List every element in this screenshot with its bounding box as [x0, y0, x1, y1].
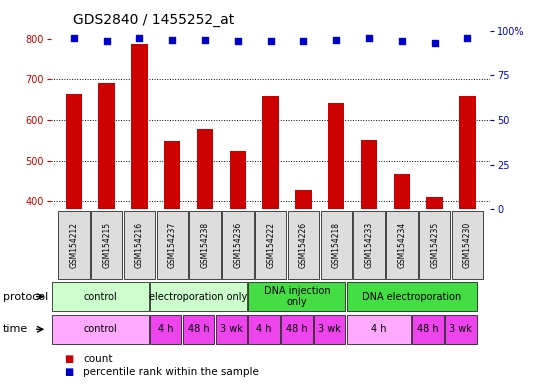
Text: GSM154218: GSM154218	[332, 222, 341, 268]
Point	[168, 36, 176, 43]
Text: 3 wk: 3 wk	[220, 324, 243, 334]
FancyBboxPatch shape	[314, 314, 346, 344]
Bar	[295, 190, 311, 209]
Text: 48 h: 48 h	[188, 324, 210, 334]
FancyBboxPatch shape	[248, 314, 280, 344]
Text: DNA electroporation: DNA electroporation	[362, 291, 461, 302]
Point	[266, 38, 275, 45]
FancyBboxPatch shape	[412, 314, 444, 344]
FancyBboxPatch shape	[445, 314, 477, 344]
FancyBboxPatch shape	[452, 211, 483, 279]
Bar	[230, 151, 246, 209]
Point	[398, 38, 406, 45]
Point	[299, 38, 308, 45]
Text: percentile rank within the sample: percentile rank within the sample	[83, 367, 259, 377]
FancyBboxPatch shape	[51, 282, 148, 311]
Text: GSM154222: GSM154222	[266, 222, 275, 268]
Bar	[328, 103, 345, 209]
Text: 48 h: 48 h	[418, 324, 439, 334]
Text: GSM154236: GSM154236	[233, 222, 242, 268]
Text: electroporation only: electroporation only	[150, 291, 248, 302]
FancyBboxPatch shape	[386, 211, 418, 279]
Text: 4 h: 4 h	[158, 324, 174, 334]
FancyBboxPatch shape	[183, 314, 214, 344]
Point	[201, 36, 210, 43]
Bar	[263, 96, 279, 209]
FancyBboxPatch shape	[347, 282, 477, 311]
Text: ■: ■	[64, 354, 73, 364]
Point	[70, 35, 78, 41]
Text: control: control	[83, 324, 117, 334]
Bar	[66, 94, 82, 209]
Point	[463, 35, 472, 41]
Text: GSM154238: GSM154238	[200, 222, 210, 268]
Text: GSM154226: GSM154226	[299, 222, 308, 268]
Text: GSM154230: GSM154230	[463, 222, 472, 268]
Text: GDS2840 / 1455252_at: GDS2840 / 1455252_at	[73, 13, 234, 27]
Text: GSM154234: GSM154234	[397, 222, 406, 268]
FancyBboxPatch shape	[248, 282, 346, 311]
Text: GSM154212: GSM154212	[69, 222, 78, 268]
Text: protocol: protocol	[3, 291, 48, 302]
Bar	[99, 83, 115, 209]
FancyBboxPatch shape	[222, 211, 254, 279]
FancyBboxPatch shape	[419, 211, 450, 279]
FancyBboxPatch shape	[255, 211, 286, 279]
Text: control: control	[83, 291, 117, 302]
Text: DNA injection
only: DNA injection only	[264, 286, 330, 308]
Text: GSM154216: GSM154216	[135, 222, 144, 268]
FancyBboxPatch shape	[150, 314, 182, 344]
Text: GSM154215: GSM154215	[102, 222, 111, 268]
FancyBboxPatch shape	[347, 314, 411, 344]
Text: 3 wk: 3 wk	[318, 324, 341, 334]
Point	[102, 38, 111, 45]
FancyBboxPatch shape	[353, 211, 385, 279]
Text: GSM154235: GSM154235	[430, 222, 439, 268]
Point	[332, 36, 340, 43]
Bar	[459, 96, 475, 209]
Text: GSM154233: GSM154233	[364, 222, 374, 268]
Text: time: time	[3, 324, 28, 334]
Bar	[164, 141, 181, 209]
FancyBboxPatch shape	[124, 211, 155, 279]
FancyBboxPatch shape	[51, 314, 148, 344]
FancyBboxPatch shape	[321, 211, 352, 279]
Text: count: count	[83, 354, 113, 364]
FancyBboxPatch shape	[189, 211, 221, 279]
FancyBboxPatch shape	[150, 282, 247, 311]
Text: 4 h: 4 h	[371, 324, 386, 334]
Point	[430, 40, 439, 46]
Bar	[361, 140, 377, 209]
FancyBboxPatch shape	[91, 211, 122, 279]
FancyBboxPatch shape	[288, 211, 319, 279]
Text: 48 h: 48 h	[286, 324, 308, 334]
Point	[234, 38, 242, 45]
Bar	[427, 197, 443, 209]
Text: 3 wk: 3 wk	[450, 324, 472, 334]
Text: 4 h: 4 h	[256, 324, 272, 334]
Bar	[393, 174, 410, 209]
Point	[135, 35, 144, 41]
Bar	[197, 129, 213, 209]
FancyBboxPatch shape	[215, 314, 247, 344]
Text: GSM154237: GSM154237	[168, 222, 177, 268]
FancyBboxPatch shape	[281, 314, 312, 344]
Text: ■: ■	[64, 367, 73, 377]
FancyBboxPatch shape	[58, 211, 90, 279]
FancyBboxPatch shape	[157, 211, 188, 279]
Bar	[131, 44, 148, 209]
Point	[365, 35, 374, 41]
